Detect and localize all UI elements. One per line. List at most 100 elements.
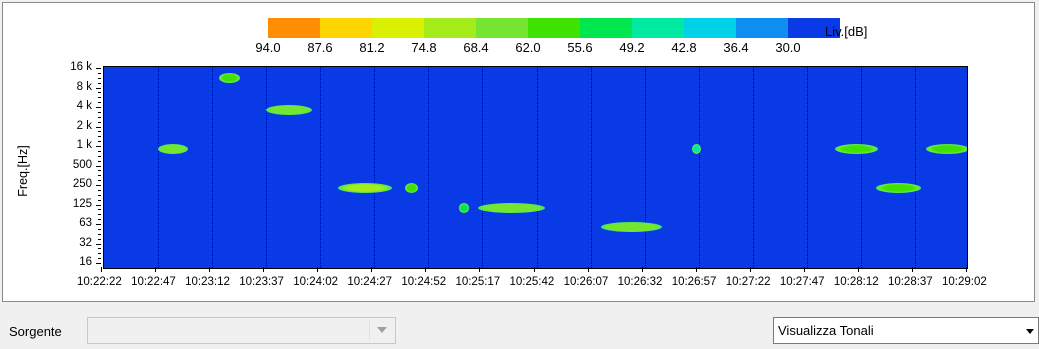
legend-label: 68.4 (463, 40, 489, 55)
grid-line (428, 67, 430, 268)
y-tick-label: 32 (79, 236, 92, 249)
legend-unit: Liv.[dB] (825, 24, 868, 39)
legend-swatch (580, 18, 632, 38)
chevron-down-icon (1026, 329, 1034, 334)
legend-swatch (632, 18, 684, 38)
legend-label: 49.2 (619, 40, 645, 55)
grid-line (752, 67, 754, 268)
x-tick-label: 10:29:02 (942, 276, 987, 288)
grid-line (860, 67, 862, 268)
y-tick-label: 1 k (76, 139, 92, 151)
tonal-event (925, 144, 967, 155)
grid-line (482, 67, 484, 268)
x-tick-label: 10:22:47 (131, 276, 176, 288)
y-minor-tick (98, 92, 101, 94)
x-tick-label: 10:26:07 (563, 276, 609, 288)
grid-line (914, 67, 916, 268)
y-minor-tick (98, 228, 101, 230)
y-minor-tick (98, 136, 101, 138)
y-axis-title: Freq.[Hz] (16, 145, 30, 197)
grid-line (698, 67, 700, 268)
y-tick-label: 8 k (76, 80, 92, 93)
x-tick (587, 267, 589, 272)
tonal-event (692, 144, 701, 155)
y-minor-tick (98, 111, 101, 113)
y-tick (96, 146, 101, 147)
legend-label: 55.6 (567, 40, 593, 55)
y-tick-label: 63 (79, 217, 92, 229)
tonal-event (266, 105, 312, 116)
grid-line (158, 67, 160, 268)
tonal-event (478, 202, 546, 213)
y-tick (96, 243, 101, 245)
legend-swatch (372, 18, 424, 38)
y-minor-tick (98, 72, 101, 74)
x-tick (209, 267, 211, 272)
legend-label: 36.4 (723, 40, 749, 55)
y-minor-tick (98, 141, 101, 143)
y-minor-tick (98, 97, 101, 99)
y-minor-tick (98, 253, 101, 255)
spectrogram-plot (103, 66, 968, 269)
y-tick-label: 16 k (70, 61, 92, 73)
y-tick (96, 204, 101, 206)
x-tick-label: 10:25:42 (509, 276, 555, 288)
x-tick (857, 267, 859, 272)
y-tick-label: 16 (79, 256, 92, 268)
x-tick (695, 267, 697, 272)
legend-label: 74.8 (411, 40, 437, 55)
x-tick-label: 10:24:52 (401, 276, 447, 288)
x-tick (317, 267, 319, 272)
x-tick-label: 10:26:32 (617, 276, 663, 288)
x-tick (101, 267, 102, 272)
tonal-event (601, 222, 662, 233)
legend-swatch (788, 18, 840, 38)
source-dropdown[interactable] (87, 317, 396, 344)
y-minor-tick (98, 214, 101, 216)
grid-line (212, 67, 214, 268)
y-minor-tick (98, 194, 101, 196)
tonal-event (876, 183, 922, 194)
x-tick (155, 267, 157, 272)
chevron-down-icon (377, 327, 387, 333)
y-tick (96, 224, 101, 225)
tonal-event (404, 183, 418, 194)
x-tick-label: 10:27:22 (725, 276, 771, 288)
y-tick (96, 107, 101, 108)
grid-line (374, 67, 376, 268)
y-tick (96, 126, 101, 128)
y-minor-tick (98, 175, 101, 177)
y-tick (96, 68, 101, 69)
x-tick-label: 10:23:37 (239, 276, 284, 288)
y-minor-tick (98, 258, 101, 260)
y-minor-tick (98, 170, 101, 172)
legend-label: 62.0 (515, 40, 541, 55)
legend-label: 81.2 (359, 40, 385, 55)
x-tick-label: 10:28:12 (833, 276, 879, 288)
legend-swatch (476, 18, 528, 38)
legend-swatch (424, 18, 476, 38)
grid-line (590, 67, 592, 268)
y-minor-tick (98, 180, 101, 182)
tonal-event (158, 144, 189, 155)
y-minor-tick (98, 121, 101, 123)
grid-line (536, 67, 538, 268)
x-tick-label: 10:28:37 (887, 276, 933, 288)
legend-swatch (268, 18, 320, 38)
legend-swatch (684, 18, 736, 38)
legend-swatch (320, 18, 372, 38)
legend-label: 42.8 (671, 40, 697, 55)
y-minor-tick (98, 209, 101, 211)
x-tick-label: 10:23:12 (185, 276, 230, 288)
y-minor-tick (98, 82, 101, 84)
y-minor-tick (98, 131, 101, 133)
view-mode-dropdown[interactable]: Visualizza Tonali (773, 317, 1039, 344)
grid-line (806, 67, 808, 268)
legend-label: 87.6 (307, 40, 333, 55)
y-tick (96, 165, 101, 167)
legend-label: 30.0 (775, 40, 801, 55)
y-tick (96, 87, 101, 89)
y-tick-label: 500 (72, 158, 92, 171)
legend-swatch (528, 18, 580, 38)
tonal-event (337, 183, 392, 194)
